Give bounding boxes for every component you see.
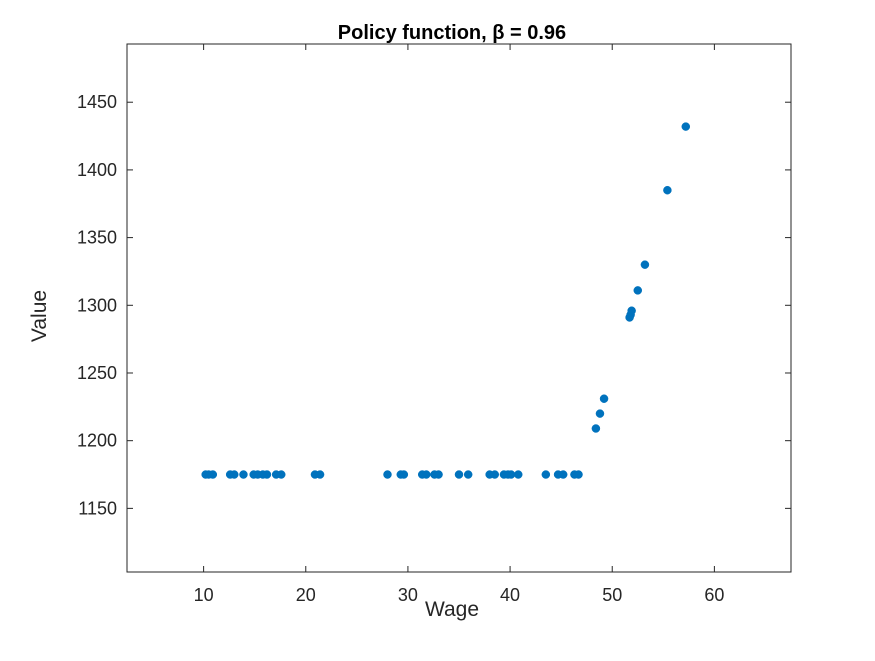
scatter-point bbox=[633, 286, 643, 295]
y-tick-label: 1200 bbox=[77, 431, 117, 451]
scatter-point bbox=[506, 470, 516, 479]
scatter-point bbox=[574, 470, 583, 479]
x-tick-label: 60 bbox=[704, 585, 724, 605]
scatter-point bbox=[230, 470, 239, 479]
x-tick-label: 10 bbox=[194, 585, 214, 605]
y-tick-label: 1300 bbox=[77, 295, 117, 315]
x-axis-ticks: 10 20 30 40 50 60 bbox=[194, 44, 724, 605]
scatter-point bbox=[208, 470, 218, 479]
y-tick-label: 1250 bbox=[77, 363, 117, 383]
scatter-point bbox=[591, 424, 601, 433]
y-tick-label: 1400 bbox=[77, 160, 117, 180]
y-tick-label: 1150 bbox=[78, 498, 117, 518]
chart-title: Policy function, β = 0.96 bbox=[338, 22, 566, 44]
data-points bbox=[201, 122, 691, 479]
x-axis-label: Wage bbox=[425, 598, 479, 621]
scatter-point bbox=[434, 470, 443, 479]
scatter-point bbox=[599, 394, 609, 403]
scatter-point bbox=[454, 470, 464, 479]
scatter-point bbox=[640, 260, 650, 269]
scatter-point bbox=[262, 470, 272, 479]
scatter-point bbox=[383, 470, 392, 479]
scatter-point bbox=[558, 470, 568, 479]
x-tick-label: 40 bbox=[500, 585, 520, 605]
scatter-point bbox=[490, 470, 500, 479]
scatter-point bbox=[513, 470, 523, 479]
scatter-point bbox=[277, 470, 286, 479]
scatter-point bbox=[627, 306, 636, 315]
y-tick-label: 1450 bbox=[77, 92, 117, 112]
scatter-point bbox=[422, 470, 431, 479]
scatter-point bbox=[681, 122, 691, 131]
y-axis-ticks: 1150 1200 1250 1300 1350 1400 1450 bbox=[77, 92, 791, 518]
scatter-point bbox=[315, 470, 325, 479]
scatter-point bbox=[399, 470, 409, 479]
y-tick-label: 1350 bbox=[77, 228, 117, 248]
y-axis-label: Value bbox=[28, 290, 51, 342]
axes-background bbox=[127, 44, 791, 572]
x-tick-label: 30 bbox=[398, 585, 418, 605]
scatter-point bbox=[463, 470, 473, 479]
x-tick-label: 20 bbox=[296, 585, 316, 605]
axes-box bbox=[126, 43, 792, 573]
scatter-point bbox=[541, 470, 551, 479]
scatter-point bbox=[663, 185, 672, 195]
x-tick-label: 50 bbox=[602, 585, 622, 605]
scatter-point bbox=[239, 470, 248, 479]
scatter-point bbox=[595, 409, 605, 418]
